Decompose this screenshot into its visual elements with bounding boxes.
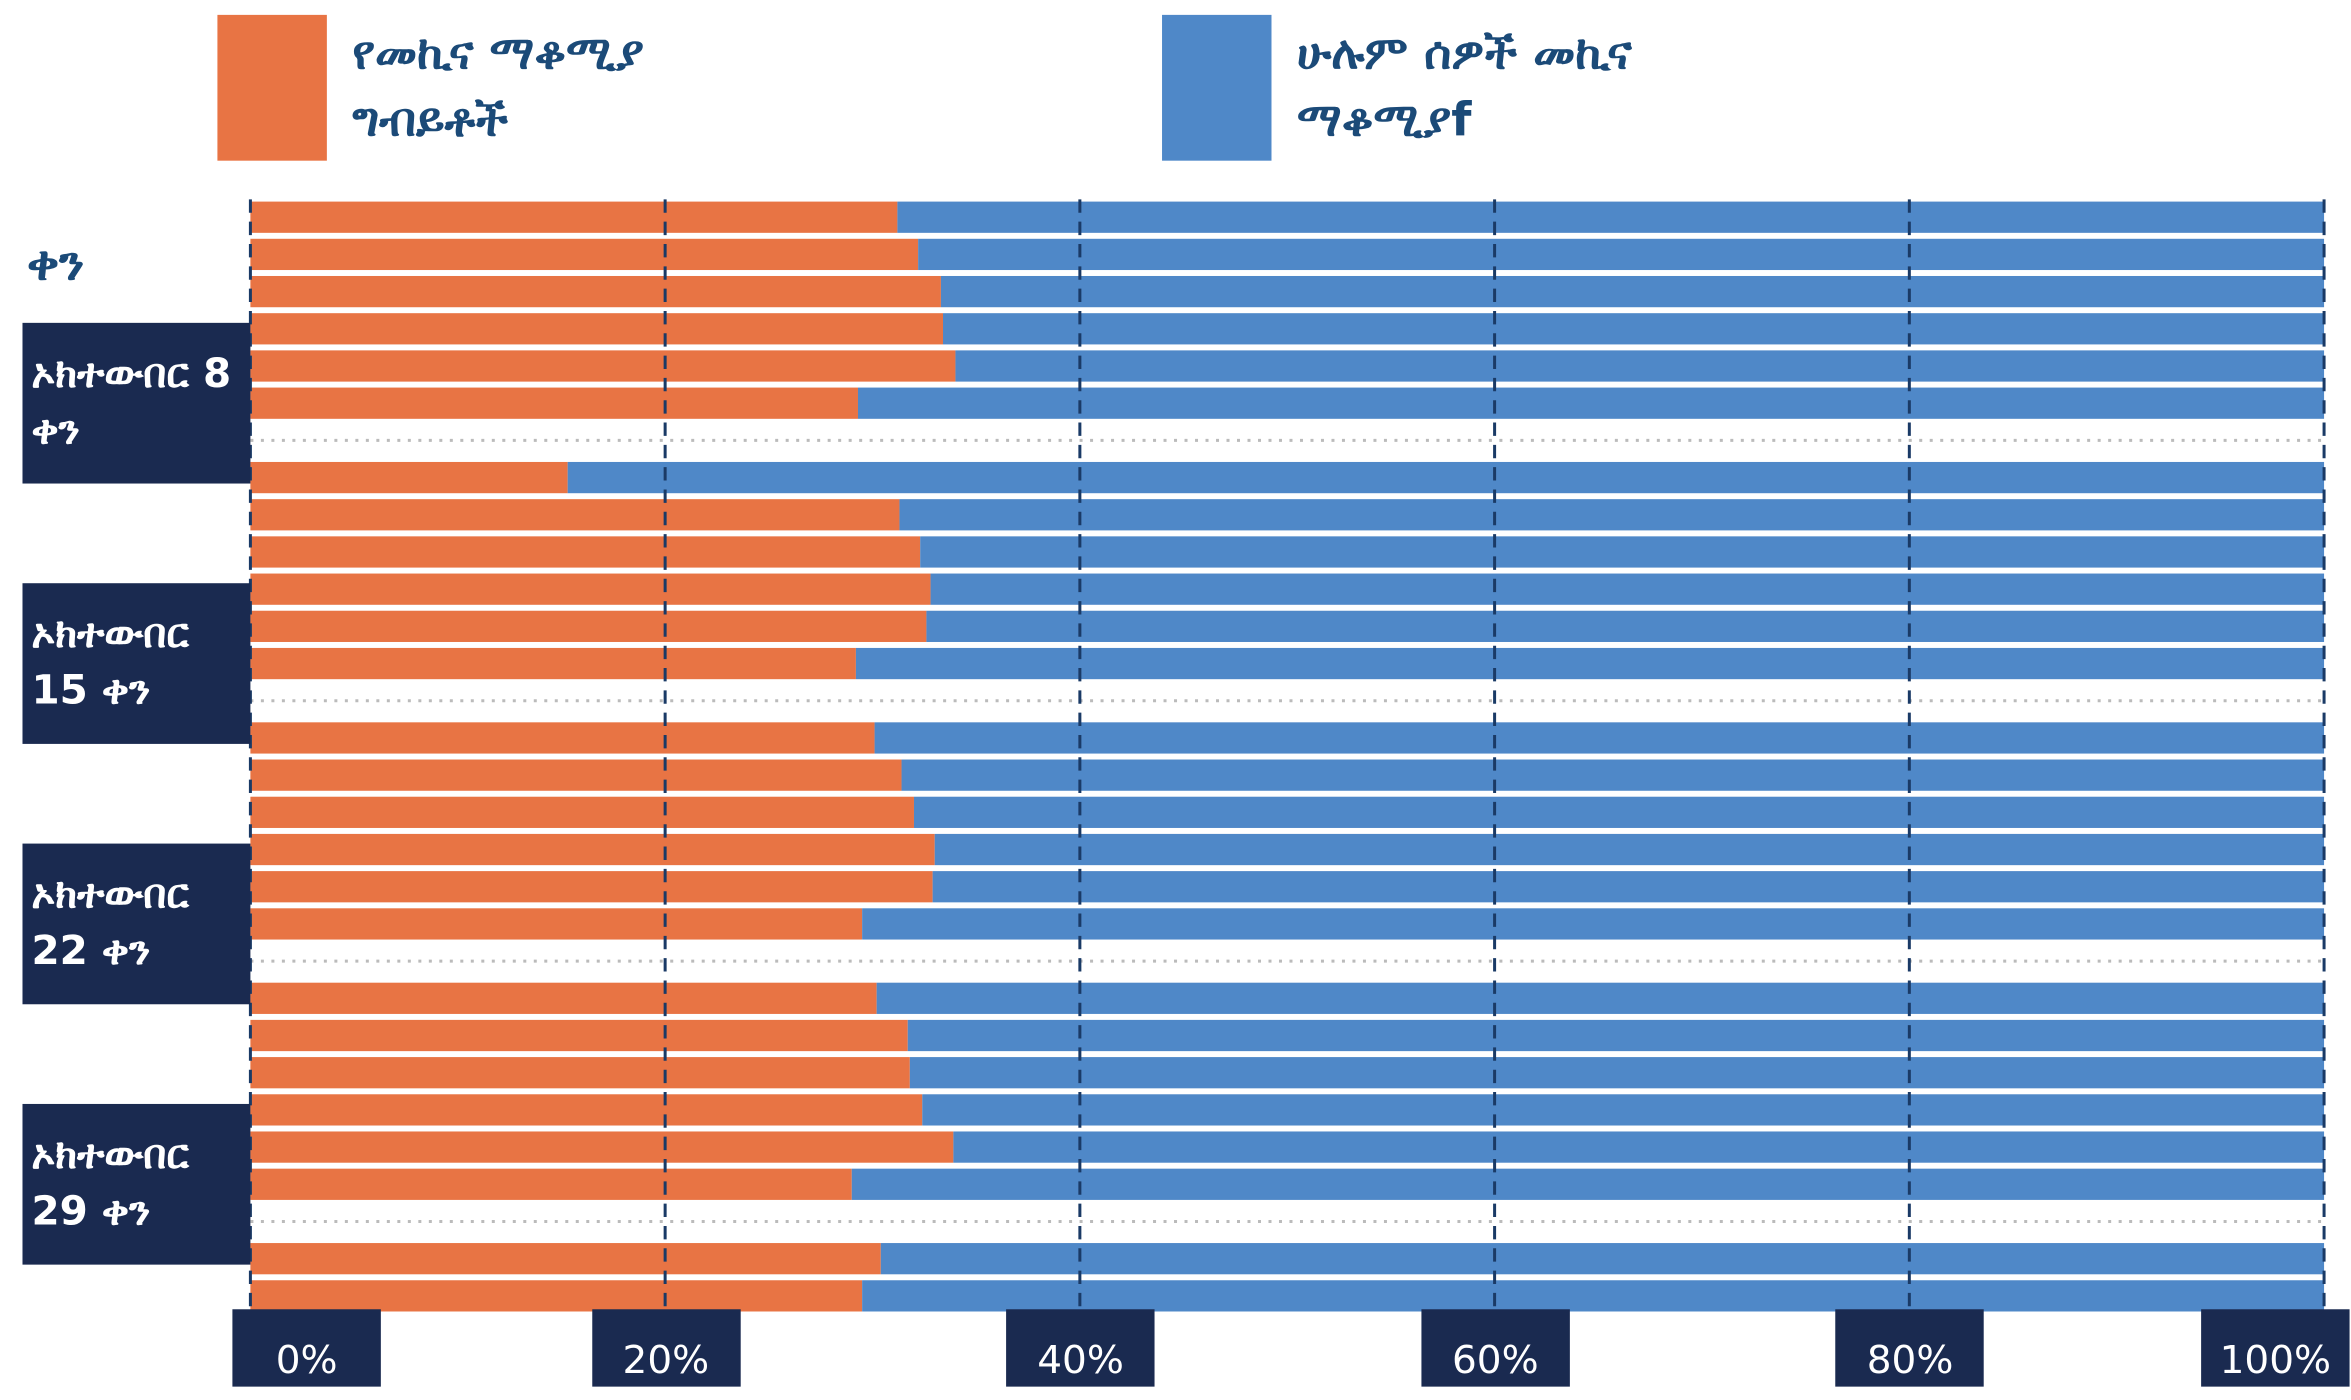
bar-segment — [250, 722, 875, 754]
bar-segment — [855, 647, 2325, 680]
y-axis-label: ቀን — [26, 235, 85, 292]
legend-swatch — [217, 14, 327, 161]
x-tick-label: 60% — [1421, 1309, 1570, 1387]
bar-segment — [932, 871, 2325, 903]
bar-segment — [250, 275, 941, 308]
bar-segment — [907, 1019, 2325, 1052]
bar-segment — [857, 387, 2325, 419]
bar-segment — [250, 871, 933, 903]
bar-segment — [943, 313, 2325, 345]
bar-segment — [918, 238, 2325, 271]
bar-segment — [876, 982, 2325, 1014]
bar-segment — [250, 536, 921, 568]
x-tick-label: 20% — [591, 1309, 741, 1387]
bar-segment — [250, 313, 944, 345]
category-label: ኦክተውበር 8 ቀን — [22, 322, 251, 484]
bar-segment — [930, 573, 2325, 605]
bar-segment — [899, 499, 2325, 531]
bar-segment — [250, 387, 858, 419]
bar-segment — [250, 982, 877, 1014]
bar-segment — [250, 1243, 881, 1275]
bar-segment — [250, 1094, 923, 1126]
bar-segment — [250, 759, 902, 791]
bar-segment — [250, 908, 863, 940]
bar-segment — [862, 1280, 2325, 1312]
bar-segment — [926, 610, 2325, 642]
bar-segment — [909, 1057, 2325, 1089]
category-label: ኦክተውበር 29 ቀን — [22, 1103, 251, 1265]
bar-segment — [250, 461, 568, 494]
bar-segment — [913, 796, 2325, 828]
bar-segment — [250, 796, 914, 828]
x-tick-label: 100% — [2201, 1309, 2350, 1387]
bar-segment — [250, 833, 935, 866]
bar-segment — [250, 573, 931, 605]
bar-segment — [250, 1131, 954, 1163]
bar-segment — [880, 1243, 2325, 1275]
bar-segment — [250, 610, 927, 642]
bar-segment — [250, 238, 919, 271]
legend-swatch — [1162, 14, 1272, 161]
bar-segment — [955, 350, 2325, 382]
bar-segment — [250, 1019, 908, 1052]
bar-segment — [250, 201, 898, 233]
bar-segment — [934, 833, 2325, 866]
x-tick-label: 80% — [1835, 1309, 1985, 1387]
legend-label: ሁሉም ሰዎች መኪና ማቆሚያf — [1296, 26, 1632, 148]
category-label: ኦክተውበር 15 ቀን — [22, 583, 251, 744]
bar-segment — [862, 908, 2325, 940]
bar-segment — [940, 275, 2325, 308]
x-tick-label: 40% — [1006, 1309, 1155, 1387]
legend-label: የመኪና ማቆሚያ ግብይቶች — [352, 26, 644, 148]
bar-segment — [250, 499, 900, 531]
bar-segment — [901, 759, 2325, 791]
category-label: ኦክተውበር 22 ቀን — [22, 843, 251, 1005]
bar-segment — [250, 1168, 852, 1200]
bar-segment — [250, 350, 956, 382]
bar-segment — [953, 1131, 2325, 1163]
x-tick-label: 0% — [232, 1309, 381, 1387]
bar-segment — [922, 1094, 2325, 1126]
bar-segment — [851, 1168, 2325, 1200]
bar-segment — [250, 1280, 863, 1312]
bar-segment — [874, 722, 2325, 754]
bar-segment — [250, 1057, 910, 1089]
bar-segment — [920, 536, 2325, 568]
bar-segment — [567, 461, 2325, 494]
bar-segment — [250, 647, 856, 680]
bar-segment — [897, 201, 2325, 233]
